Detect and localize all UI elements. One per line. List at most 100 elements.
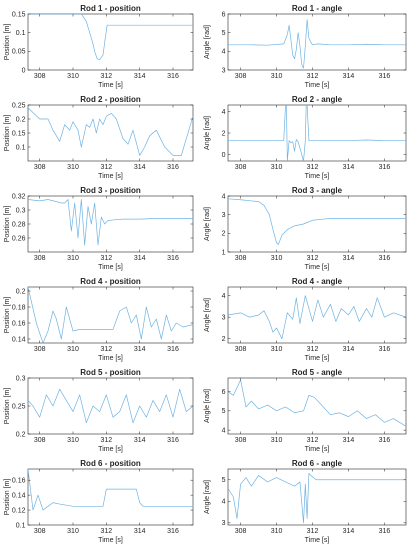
series-line — [228, 379, 406, 427]
x-axis-label: Time [s] — [98, 264, 123, 271]
series-line — [28, 14, 193, 60]
plot-title: Rod 2 - position — [80, 95, 141, 104]
y-tick-label: 0.1 — [16, 30, 26, 37]
y-axis-label: Position [m] — [4, 206, 11, 243]
y-tick-label: 3 — [222, 315, 226, 322]
y-tick-label: 4 — [222, 109, 226, 116]
x-tick-label: 314 — [343, 73, 355, 80]
y-axis-label: Position [m] — [4, 479, 11, 516]
x-tick-label: 312 — [100, 346, 112, 353]
x-tick-label: 312 — [307, 73, 319, 80]
x-tick-label: 310 — [271, 255, 283, 262]
x-tick-label: 308 — [235, 255, 247, 262]
y-tick-label: 0.2 — [16, 431, 26, 438]
x-tick-label: 314 — [343, 437, 355, 444]
plot-title: Rod 4 - angle — [292, 277, 343, 286]
y-tick-label: 0.1 — [16, 144, 26, 151]
y-tick-label: 4 — [222, 293, 226, 300]
plot-frame — [27, 468, 194, 526]
plot-title: Rod 3 - angle — [292, 186, 343, 195]
x-tick-label: 316 — [379, 164, 391, 171]
y-tick-label: 0 — [222, 152, 226, 159]
x-axis-label: Time [s] — [98, 355, 123, 362]
plot-frame — [27, 195, 194, 253]
y-axis-label: Position [m] — [4, 115, 11, 152]
series-line — [28, 388, 193, 424]
y-tick-label: 3 — [222, 212, 226, 219]
x-tick-label: 308 — [34, 73, 46, 80]
y-tick-label: 4 — [222, 193, 226, 200]
y-tick-label: 0.14 — [12, 493, 26, 500]
x-tick-label: 314 — [134, 73, 146, 80]
subplot-11: 308 310 312 314 316 0.1 0.12 0.14 0.16 Rod 6 - po… — [4, 459, 194, 544]
y-axis-label: Angle [rad] — [204, 298, 211, 332]
x-tick-label: 316 — [167, 346, 179, 353]
x-tick-label: 308 — [34, 437, 46, 444]
subplot-6: 308 310 312 314 316 1 2 3 4 Rod 3 - angle Time [s]… — [204, 186, 407, 271]
x-tick-label: 312 — [100, 255, 112, 262]
plot-title: Rod 4 - position — [80, 277, 141, 286]
x-axis-label: Time [s] — [305, 446, 330, 453]
x-tick-label: 312 — [307, 346, 319, 353]
x-tick-label: 314 — [134, 437, 146, 444]
y-tick-label: 6 — [222, 389, 226, 396]
subplot-5: 308 310 312 314 316 0.26 0.28 0.3 0.32 Rod 3 - po… — [4, 186, 194, 271]
y-tick-label: 0.14 — [12, 336, 26, 343]
x-tick-label: 314 — [134, 164, 146, 171]
plot-frame — [27, 104, 194, 162]
y-tick-label: 6 — [222, 11, 226, 18]
y-tick-label: 0.32 — [12, 193, 26, 200]
y-tick-label: 0.16 — [12, 320, 26, 327]
x-tick-label: 312 — [307, 437, 319, 444]
y-axis-label: Angle [rad] — [204, 116, 211, 150]
series-line — [228, 105, 406, 161]
subplot-7: 308 310 312 314 316 0.14 0.16 0.18 0.2 Rod 4 - po… — [4, 277, 194, 362]
subplot-1: 308 310 312 314 316 0 0.05 0.1 0.15 Rod 1 - posit… — [4, 4, 194, 89]
subplot-12: 308 310 312 314 316 3 4 5 Rod 6 - angle Time [s] A… — [204, 459, 407, 544]
plot-frame — [227, 377, 407, 435]
series-line — [228, 472, 406, 524]
y-tick-label: 5 — [222, 408, 226, 415]
plot-title: Rod 1 - position — [80, 4, 141, 13]
y-tick-label: 4 — [222, 499, 226, 506]
x-tick-label: 314 — [134, 255, 146, 262]
x-tick-label: 310 — [67, 255, 79, 262]
y-axis-label: Angle [rad] — [204, 480, 211, 514]
y-tick-label: 3 — [222, 67, 226, 74]
y-tick-label: 1 — [222, 249, 226, 256]
plot-frame — [227, 286, 407, 344]
x-tick-label: 314 — [343, 164, 355, 171]
x-axis-label: Time [s] — [305, 537, 330, 544]
series-line — [28, 469, 193, 511]
x-tick-label: 308 — [235, 346, 247, 353]
y-tick-label: 0.2 — [16, 288, 26, 295]
series-line — [228, 198, 406, 245]
y-tick-label: 4 — [222, 49, 226, 56]
y-tick-label: 0.15 — [12, 11, 26, 18]
y-axis-label: Position [m] — [4, 388, 11, 425]
x-tick-label: 312 — [100, 528, 112, 535]
plot-title: Rod 6 - angle — [292, 459, 343, 468]
y-tick-label: 0.28 — [12, 221, 26, 228]
plot-frame — [227, 195, 407, 253]
x-tick-label: 308 — [235, 528, 247, 535]
x-tick-label: 314 — [343, 255, 355, 262]
x-tick-label: 312 — [100, 73, 112, 80]
y-tick-label: 0.18 — [12, 304, 26, 311]
x-axis-label: Time [s] — [305, 355, 330, 362]
y-tick-label: 0.16 — [12, 478, 26, 485]
plot-frame — [27, 377, 194, 435]
y-axis-label: Angle [rad] — [204, 25, 211, 59]
subplot-4: 308 310 312 314 316 0 2 4 Rod 2 - angle Time [s] A… — [204, 95, 407, 180]
series-line — [228, 19, 406, 69]
x-tick-label: 308 — [235, 73, 247, 80]
x-tick-label: 316 — [167, 528, 179, 535]
y-axis-label: Position [m] — [4, 24, 11, 61]
plot-frame — [227, 468, 407, 526]
x-axis-label: Time [s] — [305, 82, 330, 89]
x-tick-label: 310 — [67, 73, 79, 80]
x-tick-label: 312 — [307, 164, 319, 171]
x-tick-label: 314 — [343, 528, 355, 535]
y-axis-label: Angle [rad] — [204, 389, 211, 423]
